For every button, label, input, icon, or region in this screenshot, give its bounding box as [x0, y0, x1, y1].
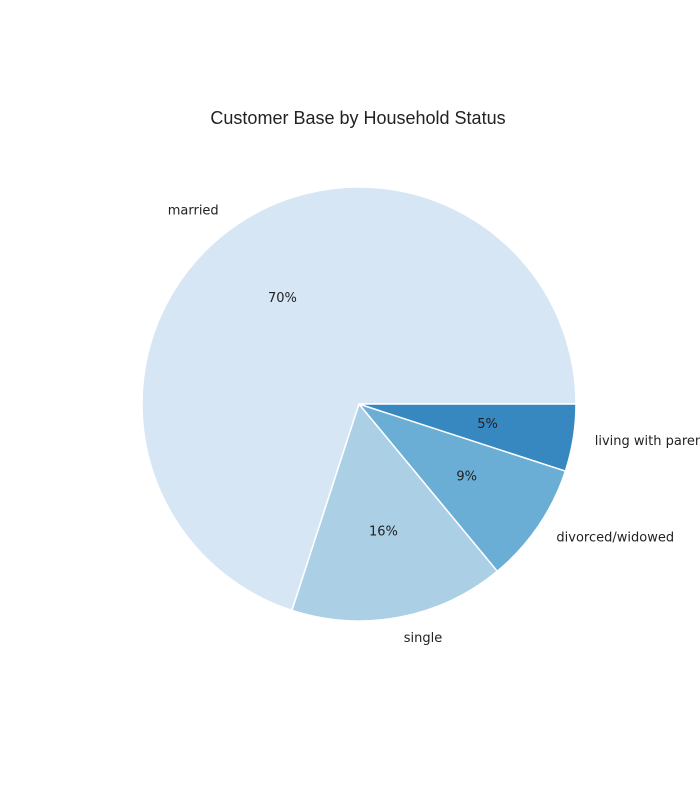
slice-label-single: single	[404, 631, 443, 646]
slice-label-living-with-parents: living with parents	[595, 434, 700, 449]
percent-labels: 70% 16% 9% 5%	[268, 291, 498, 539]
pie-slice-single	[291, 403, 499, 622]
pie-slices	[141, 186, 577, 622]
slice-labels: married single divorced/widowed living with…	[168, 203, 700, 646]
pie-slice-living-with-parents	[358, 403, 577, 472]
percent-label-single: 16%	[369, 524, 398, 539]
percent-label-living-with-parents: 5%	[477, 417, 498, 432]
percent-label-divorced-widowed: 9%	[456, 470, 477, 485]
slice-label-married: married	[168, 203, 219, 218]
pie-slice-married	[141, 186, 577, 612]
pie-slice-divorced-widowed	[358, 403, 567, 572]
slice-label-divorced-widowed: divorced/widowed	[556, 531, 674, 546]
chart-title: Customer Base by Household Status	[210, 108, 505, 128]
percent-label-married: 70%	[268, 291, 297, 306]
